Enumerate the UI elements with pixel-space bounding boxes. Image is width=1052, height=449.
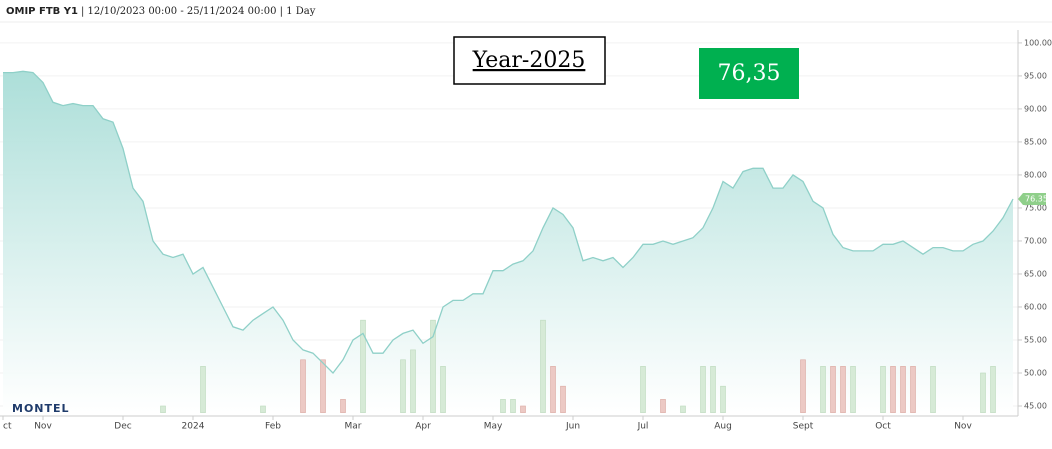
- last-value-tag: [1018, 193, 1046, 206]
- volume-bar: [830, 366, 836, 413]
- annotation-price-box: [699, 48, 799, 99]
- volume-bar: [260, 405, 266, 413]
- volume-bar: [990, 366, 996, 413]
- volume-bar: [890, 366, 896, 413]
- x-tick-label: Nov: [34, 422, 52, 432]
- volume-bar: [520, 405, 526, 413]
- y-tick-label: 100.00: [1024, 38, 1052, 47]
- annotation-price: 76,35: [718, 61, 781, 86]
- volume-bar: [720, 385, 726, 413]
- instrument: OMIP FTB Y1: [6, 6, 78, 17]
- volume-bar: [840, 366, 846, 413]
- volume-bar: [640, 366, 646, 413]
- volume-bar: [500, 399, 506, 413]
- x-tick-label: Dec: [114, 422, 131, 432]
- x-tick-label: Nov: [954, 422, 972, 432]
- annotation-year: Year-2025: [472, 48, 586, 73]
- y-tick-label: 45.00: [1024, 401, 1047, 410]
- x-tick-label: Jun: [565, 422, 580, 432]
- volume-bar: [850, 366, 856, 413]
- volume-bar: [410, 349, 416, 413]
- x-tick-label: Jul: [637, 422, 649, 432]
- volume-bar: [550, 366, 556, 413]
- last-value-label: 76.35: [1025, 195, 1048, 204]
- volume-bar: [900, 366, 906, 413]
- x-tick-label: Oct: [875, 422, 891, 432]
- x-tick-label: ct: [3, 422, 12, 432]
- x-tick-label: Mar: [345, 422, 362, 432]
- area-fill: [3, 71, 1013, 413]
- volume-bar: [200, 366, 206, 413]
- x-tick-label: Sept: [793, 422, 814, 432]
- volume-bar: [680, 405, 686, 413]
- annotation-box: [453, 36, 606, 85]
- x-tick-label: Apr: [415, 422, 431, 432]
- y-tick-label: 55.00: [1024, 335, 1047, 344]
- y-tick-label: 95.00: [1024, 71, 1047, 80]
- header: OMIP FTB Y1 | 12/10/2023 00:00 - 25/11/20…: [6, 6, 316, 18]
- y-tick-label: 85.00: [1024, 137, 1047, 146]
- price-line: [3, 70, 1014, 374]
- y-tick-label: 70.00: [1024, 236, 1047, 245]
- y-tick-label: 90.00: [1024, 104, 1047, 113]
- y-tick-label: 65.00: [1024, 269, 1047, 278]
- volume-bar: [160, 405, 166, 413]
- volume-bar: [300, 359, 306, 413]
- x-tick-label: 2024: [182, 422, 205, 432]
- volume-bar: [320, 359, 326, 413]
- volume-bar: [540, 319, 546, 413]
- volume-bar: [400, 359, 406, 413]
- volume-bar: [440, 366, 446, 413]
- volume-bar: [430, 319, 436, 413]
- y-tick-label: 50.00: [1024, 368, 1047, 377]
- logo: MONTEL: [12, 402, 70, 415]
- plot: [0, 42, 1018, 413]
- volume-bar: [340, 399, 346, 413]
- x-tick-label: Aug: [714, 422, 732, 432]
- y-tick-label: 60.00: [1024, 302, 1047, 311]
- volume-bar: [660, 399, 666, 413]
- volume-bar: [710, 366, 716, 413]
- volume-bar: [800, 359, 806, 413]
- y-tick-label: 80.00: [1024, 170, 1047, 179]
- volume-bar: [880, 366, 886, 413]
- volume-bar: [930, 366, 936, 413]
- volume-bar: [820, 366, 826, 413]
- volume-bar: [510, 399, 516, 413]
- volume-bar: [980, 372, 986, 413]
- y-tick-label: 75.00: [1024, 203, 1047, 212]
- x-tick-label: May: [484, 422, 503, 432]
- volume-bar: [910, 366, 916, 413]
- volume-bar: [360, 319, 366, 413]
- volume-bar: [700, 366, 706, 413]
- volume-bar: [560, 385, 566, 413]
- x-tick-label: Feb: [265, 422, 281, 432]
- header-details: | 12/10/2023 00:00 - 25/11/2024 00:00 | …: [81, 6, 316, 17]
